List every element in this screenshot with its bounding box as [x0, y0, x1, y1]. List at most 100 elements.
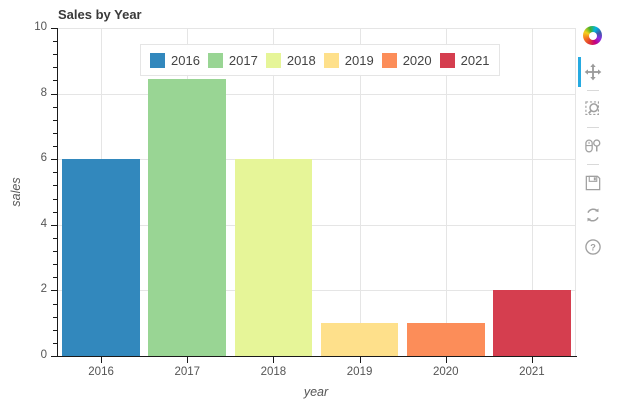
toolbar: ?: [577, 26, 606, 263]
legend-swatch: [439, 52, 455, 68]
x-tick-label: 2017: [174, 366, 201, 378]
bokeh-logo[interactable]: [583, 26, 602, 45]
y-tick-label: 10: [34, 21, 47, 33]
y-major-tick: [51, 28, 57, 29]
toolbar-divider: [586, 90, 599, 91]
x-tick-label: 2021: [519, 366, 545, 378]
y-minor-tick: [53, 106, 57, 108]
x-axis-line: [57, 356, 577, 357]
legend-item-2016: 2016: [150, 52, 200, 68]
plot-area[interactable]: [58, 28, 576, 356]
gridline-horizontal: [58, 224, 575, 226]
legend-label: 2017: [228, 52, 258, 68]
y-minor-tick: [53, 329, 57, 331]
y-tick-label: 6: [40, 152, 47, 165]
toolbar-divider: [586, 127, 599, 128]
legend-item-2017: 2017: [207, 52, 258, 68]
y-minor-tick: [53, 172, 57, 174]
y-axis-label: sales: [9, 177, 23, 207]
bar-2017: [148, 78, 227, 356]
y-major-tick: [51, 159, 57, 161]
gridline-horizontal: [58, 290, 575, 292]
y-minor-tick: [53, 264, 57, 266]
legend-swatch: [265, 52, 281, 68]
tool-pan[interactable]: [577, 57, 605, 87]
y-minor-tick: [53, 237, 57, 239]
help-icon: ?: [583, 237, 603, 257]
y-minor-tick: [53, 132, 57, 134]
y-minor-tick: [53, 342, 57, 344]
y-major-tick: [51, 356, 57, 357]
bar-2019: [320, 323, 399, 356]
legend-label: 2019: [344, 52, 374, 68]
gridline-horizontal: [58, 28, 575, 29]
tool-help[interactable]: ?: [581, 235, 605, 259]
bar-2021: [493, 290, 571, 356]
x-major-tick: [359, 357, 361, 363]
x-major-tick: [273, 357, 275, 363]
y-minor-tick: [53, 251, 57, 253]
legend-label: 2016: [171, 52, 200, 68]
legend-swatch: [381, 52, 397, 68]
x-tick-label: 2019: [346, 366, 373, 378]
legend-label: 2020: [402, 52, 432, 68]
chart-title: Sales by Year: [58, 7, 142, 22]
svg-text:?: ?: [590, 242, 596, 252]
y-minor-tick: [53, 198, 57, 200]
box-zoom-icon: [583, 99, 603, 119]
pan-icon: [583, 62, 603, 82]
legend-swatch: [323, 52, 339, 68]
y-minor-tick: [53, 146, 57, 148]
x-major-tick: [101, 357, 103, 363]
x-major-tick: [187, 357, 189, 363]
tool-save[interactable]: [581, 171, 605, 195]
y-axis-line: [57, 28, 58, 357]
legend: 2016 2017 2018 2019 2020 2021: [140, 44, 500, 76]
legend-swatch: [207, 52, 223, 68]
legend-item-2018: 2018: [265, 52, 316, 68]
legend-swatch: [150, 52, 165, 68]
y-minor-tick: [53, 211, 57, 213]
save-icon: [583, 173, 603, 193]
y-major-tick: [51, 290, 57, 292]
x-tick-label: 2020: [432, 366, 459, 378]
bar-2018: [234, 159, 313, 356]
tool-reset[interactable]: [581, 203, 605, 227]
bar-2020: [406, 323, 485, 356]
legend-item-2021: 2021: [439, 52, 490, 68]
gridline-vertical: [359, 28, 361, 356]
y-tick-label: 4: [40, 217, 47, 230]
y-minor-tick: [53, 54, 57, 56]
y-tick-label: 8: [40, 86, 47, 99]
wheel-zoom-icon: [583, 136, 603, 156]
x-axis-label: year: [303, 385, 329, 399]
y-tick-label: 0: [40, 349, 47, 361]
gridline-vertical: [531, 28, 533, 356]
gridline-horizontal: [58, 159, 575, 161]
legend-item-2019: 2019: [323, 52, 374, 68]
y-major-tick: [51, 224, 57, 226]
y-minor-tick: [53, 185, 57, 187]
y-minor-tick: [53, 67, 57, 69]
x-major-tick: [445, 357, 447, 363]
y-tick-label: 2: [40, 283, 47, 296]
bar-2016: [62, 159, 140, 356]
legend-label: 2021: [460, 52, 490, 68]
x-axis: 2016 2017 2018 2019 2020 2021: [58, 357, 575, 383]
gridline-horizontal: [58, 93, 575, 95]
y-minor-tick: [53, 277, 57, 279]
y-axis: 0 2 4 6 8 10: [0, 21, 58, 361]
gridline-vertical: [445, 28, 447, 356]
tool-box-zoom[interactable]: [581, 97, 605, 121]
y-minor-tick: [53, 80, 57, 82]
x-tick-label: 2016: [88, 366, 114, 378]
x-major-tick: [531, 357, 533, 363]
legend-item-2020: 2020: [381, 52, 432, 68]
y-major-tick: [51, 93, 57, 95]
y-minor-tick: [53, 119, 57, 121]
y-minor-tick: [53, 316, 57, 318]
x-tick-label: 2018: [260, 366, 287, 378]
toolbar-divider: [586, 164, 599, 165]
tool-wheel-zoom[interactable]: [581, 134, 605, 158]
